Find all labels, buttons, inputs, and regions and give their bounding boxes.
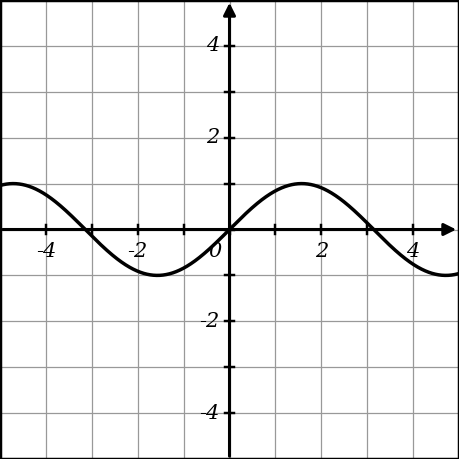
Text: 4: 4	[206, 36, 219, 56]
Text: 4: 4	[407, 242, 420, 261]
Text: -4: -4	[199, 403, 219, 423]
Text: 2: 2	[206, 128, 219, 147]
Text: 2: 2	[315, 242, 328, 261]
Text: -4: -4	[36, 242, 56, 261]
Text: -2: -2	[199, 312, 219, 331]
Text: -2: -2	[128, 242, 148, 261]
Text: 0: 0	[208, 242, 221, 261]
